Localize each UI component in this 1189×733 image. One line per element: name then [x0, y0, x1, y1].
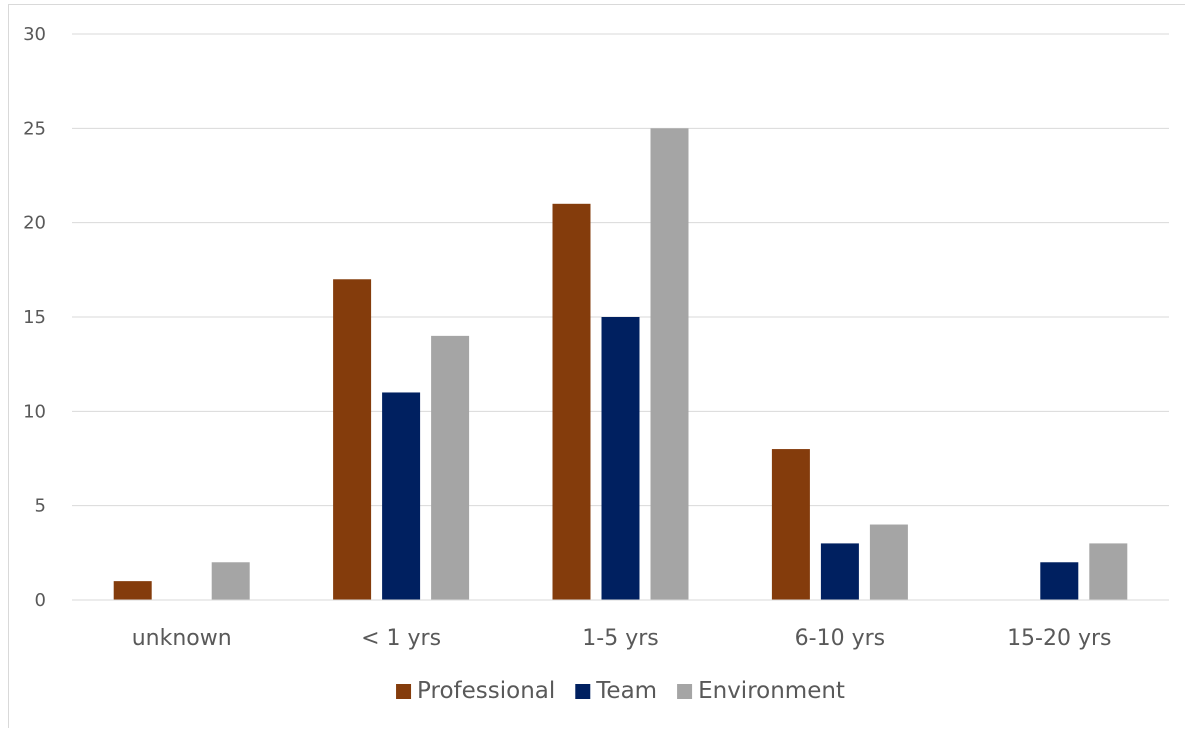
y-axis-tick-labels: 0 5 10 15 20 25 30 [23, 24, 46, 611]
y-tick-label: 20 [23, 213, 46, 234]
bar-professional-2 [552, 203, 591, 601]
bar-environment-4 [1089, 543, 1128, 600]
bar-team-3 [820, 543, 859, 600]
bar-environment-3 [869, 524, 908, 600]
legend-item-professional: Professional [396, 678, 555, 704]
chart-frame [8, 4, 1185, 728]
y-tick-label: 30 [23, 24, 46, 45]
legend-item-team: Team [575, 678, 657, 704]
bar-professional-0 [113, 581, 152, 600]
x-category-label: < 1 yrs [361, 626, 441, 651]
y-tick-label: 10 [23, 401, 46, 422]
bar-environment-1 [431, 335, 470, 600]
bar-environment-2 [650, 128, 689, 601]
y-tick-label: 0 [35, 590, 46, 611]
legend: Professional Team Environment [396, 678, 845, 704]
bar-team-4 [1040, 562, 1079, 600]
legend-item-environment: Environment [677, 678, 845, 704]
x-category-label: 15-20 yrs [1007, 626, 1111, 651]
x-axis-category-labels: unknown < 1 yrs 1-5 yrs 6-10 yrs 15-20 yrs [132, 626, 1112, 651]
legend-label: Team [595, 678, 657, 704]
bar-professional-3 [771, 449, 810, 600]
bar-professional-1 [333, 279, 372, 600]
legend-swatch [575, 684, 591, 699]
x-category-label: 1-5 yrs [582, 626, 658, 651]
bar-environment-0 [211, 562, 250, 600]
legend-label: Professional [417, 678, 555, 704]
y-tick-label: 15 [23, 307, 46, 328]
legend-label: Environment [698, 678, 845, 704]
legend-swatch [396, 684, 412, 699]
bar-team-2 [601, 317, 640, 600]
y-tick-label: 25 [23, 118, 46, 139]
x-category-label: 6-10 yrs [795, 626, 885, 651]
y-tick-label: 5 [35, 496, 46, 517]
bar-team-1 [382, 392, 421, 600]
bars [113, 128, 1128, 601]
x-category-label: unknown [132, 626, 232, 651]
legend-swatch [677, 684, 693, 699]
